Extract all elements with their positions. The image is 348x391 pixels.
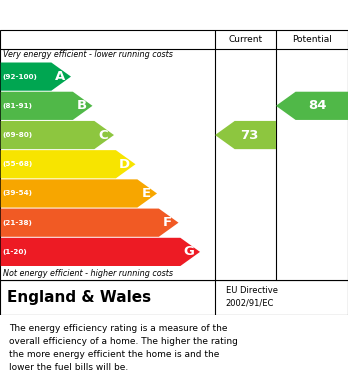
Polygon shape: [1, 92, 93, 120]
Text: EU Directive
2002/91/EC: EU Directive 2002/91/EC: [226, 286, 277, 308]
Text: Current: Current: [228, 35, 263, 44]
Text: (92-100): (92-100): [3, 74, 38, 80]
Text: (21-38): (21-38): [3, 220, 33, 226]
Text: B: B: [77, 99, 87, 112]
Polygon shape: [215, 121, 276, 149]
Text: Very energy efficient - lower running costs: Very energy efficient - lower running co…: [3, 50, 173, 59]
Text: A: A: [55, 70, 65, 83]
Text: Not energy efficient - higher running costs: Not energy efficient - higher running co…: [3, 269, 174, 278]
Text: (1-20): (1-20): [3, 249, 27, 255]
Text: C: C: [98, 129, 108, 142]
Text: (69-80): (69-80): [3, 132, 33, 138]
Polygon shape: [1, 121, 114, 149]
Polygon shape: [1, 150, 135, 178]
Text: (55-68): (55-68): [3, 161, 33, 167]
Text: E: E: [142, 187, 151, 200]
Text: D: D: [119, 158, 130, 171]
Text: G: G: [184, 246, 195, 258]
Polygon shape: [1, 179, 157, 208]
Polygon shape: [1, 208, 179, 237]
Text: Energy Efficiency Rating: Energy Efficiency Rating: [9, 7, 230, 23]
Polygon shape: [276, 92, 348, 120]
Text: Potential: Potential: [292, 35, 332, 44]
Text: The energy efficiency rating is a measure of the
overall efficiency of a home. T: The energy efficiency rating is a measur…: [9, 324, 238, 372]
Polygon shape: [1, 238, 200, 266]
Text: England & Wales: England & Wales: [7, 290, 151, 305]
Text: (81-91): (81-91): [3, 103, 33, 109]
Text: 84: 84: [308, 99, 326, 112]
Polygon shape: [1, 63, 71, 91]
Text: 73: 73: [240, 129, 259, 142]
Text: (39-54): (39-54): [3, 190, 33, 196]
Text: F: F: [163, 216, 172, 229]
